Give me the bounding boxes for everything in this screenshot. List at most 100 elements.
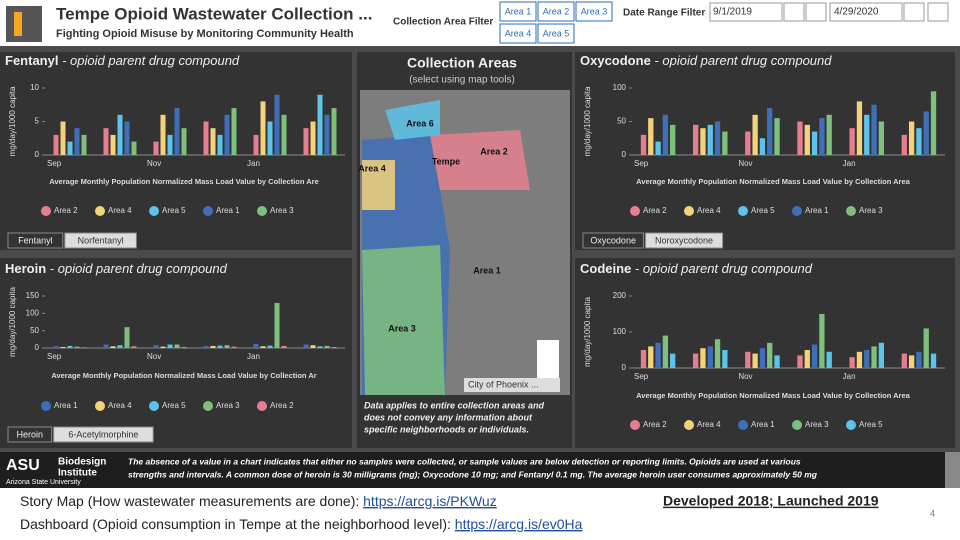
date-filter-label: Date Range Filter [623,8,705,19]
map-note-line: Data applies to entire collection areas … [364,400,545,410]
bar [714,339,721,368]
bar [303,128,309,155]
bar [797,121,803,155]
map-label: Area 3 [388,323,416,333]
area-button[interactable] [499,23,537,44]
bar [253,343,259,348]
tab[interactable] [64,232,137,249]
chart-title-name: Fentanyl [5,53,58,68]
map-note-line: specific neighborhoods or individuals. [364,424,529,434]
clock-button[interactable] [805,2,827,22]
bar [655,342,661,368]
legend-label: Area 5 [162,206,186,215]
legend-label: Area 3 [270,206,294,215]
chart-title-name: Heroin [5,261,46,276]
legend-label: Area 4 [108,206,132,215]
area-button[interactable] [499,1,537,22]
chart-title-name: Oxycodone [580,53,651,68]
y-tick-label: 0 [35,150,40,159]
legend-swatch [738,420,748,430]
bar [174,108,180,155]
map-label: Tempe [432,156,460,166]
logo [6,6,42,42]
bar [160,114,166,155]
bar [174,344,180,348]
bar [759,138,766,155]
area-button[interactable] [537,23,575,44]
link[interactable]: https://arcg.is/PKWuz [363,493,497,509]
bar [707,124,713,155]
calendar-button[interactable] [903,2,925,22]
start-date-box[interactable] [709,2,783,22]
chart-title: Oxycodone - opioid parent drug compound [580,53,832,68]
bar [224,345,230,348]
tab[interactable] [644,232,724,249]
bar [923,111,929,155]
bar [210,128,216,155]
asu-logo: ASU [6,457,40,474]
y-tick-label: 0 [35,343,40,352]
header-title: Tempe Opioid Wastewater Collection ... [56,4,372,23]
footer-text: strengths and intervals. A common dose o… [128,469,818,479]
bar [124,121,130,155]
bar [317,94,323,155]
legend-label: Area 5 [859,420,883,429]
footer-org: Institute [58,468,97,479]
bar [117,114,123,155]
scrollbar [945,452,960,488]
footer-university: Arizona State University [6,479,81,486]
legend-swatch [203,206,213,216]
bar [217,345,223,348]
y-tick-label: 5 [35,117,40,126]
x-tick-label: Jan [247,352,260,361]
bar [131,141,137,155]
bar [53,346,59,348]
x-tick-label: Sep [47,159,62,168]
x-tick-label: Jan [843,372,856,381]
footer-text: The absence of a value in a chart indica… [128,456,801,466]
clock-button[interactable] [927,2,949,22]
bar [700,348,706,368]
bar [864,350,870,368]
tab-label: Norfentanyl [78,235,124,245]
bar [871,346,877,368]
footer-bar [0,452,945,488]
x-tick-label: Sep [47,352,62,361]
bar [878,342,885,368]
tab[interactable] [53,426,154,443]
chart-title-suffix: - opioid parent drug compound [62,53,240,68]
legend-swatch [41,401,51,411]
zoom-control[interactable] [537,340,559,382]
map-title: Collection Areas [407,55,517,71]
legend-label: Area 3 [216,401,240,410]
page-number: 4 [930,508,935,518]
bar [317,346,323,348]
chart-title-suffix: - opioid parent drug compound [635,261,813,276]
area-button[interactable] [575,1,613,22]
bar [181,128,187,155]
area-button[interactable] [537,1,575,22]
y-tick-label: 50 [617,117,626,126]
bar [930,91,937,155]
y-tick-label: 10 [30,83,39,92]
tab[interactable] [7,232,64,249]
filter-label: Collection Area Filter [393,17,493,28]
calendar-button[interactable] [783,2,805,22]
bar [74,346,80,348]
slide-text: Story Map (How wastewater measurements a… [20,493,363,509]
bar [274,94,280,155]
slide-text-area [0,488,960,540]
end-date-box[interactable] [829,2,903,22]
tab-label: Noroxycodone [655,235,713,245]
map-label: Area 1 [473,265,501,275]
legend-swatch [630,206,640,216]
link[interactable]: https://arcg.is/ev0Ha [455,516,583,532]
bar [167,134,173,155]
x-tick-label: Nov [738,159,752,168]
bar [692,353,699,368]
legend-label: Area 3 [805,420,829,429]
tab[interactable] [7,426,53,443]
y-axis-label: mg/day/1000 capita [583,86,592,156]
tab[interactable] [582,232,644,249]
